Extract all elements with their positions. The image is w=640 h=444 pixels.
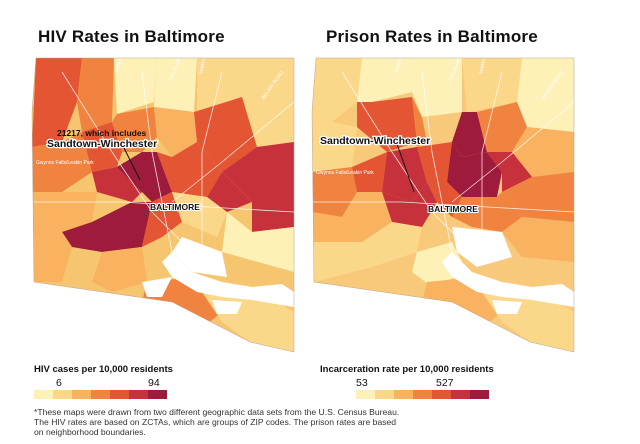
- legend-swatch: [451, 390, 470, 399]
- annotation-leader-line: [396, 143, 415, 193]
- harbor-water: [212, 300, 242, 314]
- city-boundary: [31, 57, 295, 353]
- legend-swatch: [470, 390, 489, 399]
- legend: HIV cases per 10,000 residents 6 94: [34, 364, 173, 399]
- zone-region: [242, 58, 294, 147]
- zone-region: [312, 58, 362, 122]
- neighborhood-label: Sandtown-Winchester: [47, 138, 157, 150]
- zone-region: [312, 112, 357, 172]
- annotation-label: 21217, which includes: [57, 128, 147, 138]
- zone-region: [477, 102, 527, 152]
- zone-region: [32, 132, 92, 192]
- zone-region: [502, 217, 574, 262]
- zone-region: [502, 172, 574, 222]
- zone-region: [77, 58, 114, 132]
- zone-region: [312, 192, 392, 242]
- zone-region: [114, 58, 157, 114]
- footnote: *These maps were drawn from two differen…: [34, 407, 594, 438]
- harbor-water: [162, 252, 294, 307]
- zone-region: [357, 97, 417, 152]
- zone-region: [62, 202, 152, 252]
- zone-region: [452, 112, 487, 157]
- legend-swatch: [72, 390, 91, 399]
- zone-region: [172, 192, 227, 237]
- zone-region: [207, 172, 252, 212]
- zone-region: [194, 97, 257, 172]
- zone-region: [512, 127, 574, 177]
- zone-region: [462, 58, 522, 112]
- zone-region: [92, 247, 147, 292]
- zone-region: [32, 58, 82, 147]
- legend-swatch: [394, 390, 413, 399]
- legend-swatch: [34, 390, 53, 399]
- zone-region: [82, 122, 122, 172]
- zone-region: [417, 142, 452, 182]
- city-boundary: [311, 57, 575, 353]
- legend-color-scale: [34, 390, 173, 399]
- legend-swatch: [91, 390, 110, 399]
- legend-title: Incarceration rate per 10,000 residents: [320, 364, 494, 375]
- neighborhood-label: Sandtown-Winchester: [320, 135, 430, 147]
- prison-choropleth-map: JONES FALLS EXPY HARFORD RD BELAIR ROAD …: [311, 57, 575, 353]
- zone-region: [352, 152, 387, 192]
- zone-region: [154, 58, 197, 112]
- legend-swatch: [53, 390, 72, 399]
- legend-min-label: 53: [356, 377, 368, 389]
- legend-min-label: 6: [56, 377, 62, 389]
- harbor-water: [442, 252, 574, 307]
- zone-region: [487, 152, 532, 192]
- park-label: Gwynns Falls/Leakin Park: [316, 170, 374, 176]
- zone-region: [312, 167, 357, 217]
- legend-swatch: [432, 390, 451, 399]
- harbor-water: [172, 237, 227, 277]
- map-title: Prison Rates in Baltimore: [326, 27, 538, 46]
- legend-swatch: [129, 390, 148, 399]
- legend-title: HIV cases per 10,000 residents: [34, 364, 173, 375]
- zone-region: [412, 58, 462, 117]
- park-label: Gwynns Falls/Leakin Park: [36, 160, 94, 166]
- legend-swatch: [110, 390, 129, 399]
- zone-region: [157, 142, 222, 197]
- zone-region: [427, 182, 462, 217]
- city-label: BALTIMORE: [150, 202, 200, 212]
- zone-region: [357, 58, 412, 102]
- legend-swatch: [413, 390, 432, 399]
- legend: Incarceration rate per 10,000 residents …: [320, 364, 494, 399]
- zone-region: [222, 212, 294, 272]
- zone-region: [142, 192, 182, 247]
- zone-region: [117, 152, 172, 202]
- legend-swatch: [356, 390, 375, 399]
- hiv-choropleth-map: JONES FALLS EXPY HARFORD RD BELAIR ROAD …: [31, 57, 295, 353]
- harbor-water: [142, 277, 172, 297]
- city-label: BALTIMORE: [428, 204, 478, 214]
- hiv-map-panel: HIV Rates in Baltimore HIV cases per 10,…: [34, 27, 225, 399]
- zone-region: [112, 107, 157, 152]
- zone-region: [197, 58, 244, 112]
- legend-swatch: [148, 390, 167, 399]
- prison-map-panel: Prison Rates in Baltimore Incarceration …: [320, 0, 640, 444]
- zone-region: [32, 227, 72, 282]
- legend-color-scale: [356, 390, 494, 399]
- footnote-line: on neighborhood boundaries.: [34, 427, 146, 438]
- zone-region: [252, 202, 294, 232]
- zone-region: [452, 192, 522, 232]
- legend-swatch: [375, 390, 394, 399]
- zone-region: [154, 107, 197, 157]
- footnote-line: The HIV rates are based on ZCTAs, which …: [34, 417, 397, 428]
- footnote-line: *These maps were drawn from two differen…: [34, 407, 400, 417]
- zone-region: [312, 222, 422, 282]
- harbor-water: [492, 300, 522, 314]
- legend-max-label: 527: [436, 377, 454, 389]
- annotation-leader-line: [121, 143, 141, 181]
- legend-max-label: 94: [148, 377, 160, 389]
- zone-region: [222, 142, 294, 202]
- zone-region: [382, 182, 437, 227]
- zone-region: [412, 97, 427, 147]
- zone-region: [447, 142, 502, 197]
- map-title: HIV Rates in Baltimore: [38, 27, 225, 46]
